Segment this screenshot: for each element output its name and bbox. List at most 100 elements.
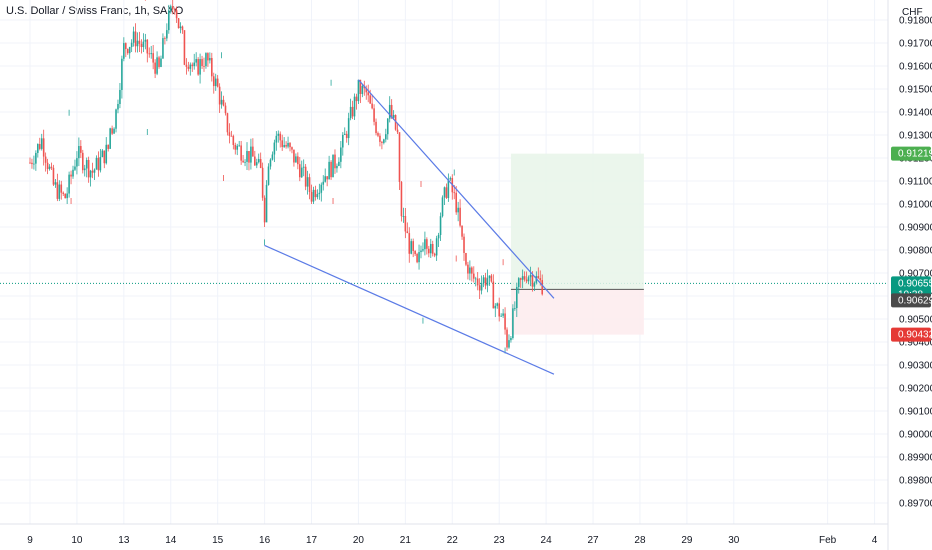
currency-label: CHF <box>902 7 923 18</box>
candle-body <box>169 6 172 11</box>
candle-body <box>471 267 473 274</box>
candle-body <box>142 41 145 48</box>
time-tick-label: 28 <box>634 535 646 546</box>
candle-body <box>162 38 164 59</box>
price-tick-label: 0.89900 <box>899 453 932 464</box>
candle-body <box>359 79 362 94</box>
target-price-badge-bg <box>891 146 931 161</box>
candle-body <box>252 146 254 157</box>
candle-body <box>504 313 506 330</box>
candle-body <box>212 76 215 87</box>
time-axis[interactable]: 9 10 13 14 15 16 17 20 21 22 23 24 27 28 29 30 Feb 4 <box>27 535 878 546</box>
candle-body <box>345 133 348 139</box>
candle-body <box>428 248 430 254</box>
candle-body <box>347 118 350 139</box>
candle-body <box>353 96 356 117</box>
candle-body <box>93 169 96 173</box>
lower-trendline <box>264 244 555 375</box>
candle-body <box>355 96 358 102</box>
time-tick-label: 29 <box>681 535 693 546</box>
candle-body <box>406 231 409 234</box>
position-zones[interactable] <box>510 153 644 335</box>
entry-price-badge: 0.90629 <box>891 293 932 308</box>
price-tick-label: 0.91500 <box>899 85 932 96</box>
candle-body <box>336 165 338 169</box>
time-tick-label: 22 <box>447 535 459 546</box>
candle-body <box>66 193 68 199</box>
trendlines[interactable] <box>264 79 555 375</box>
price-tick-label: 0.91700 <box>899 39 932 50</box>
candle-body <box>232 136 235 145</box>
stop-price-badge: 0.90432 <box>891 327 932 342</box>
candle-body <box>500 315 502 317</box>
candle-body <box>85 159 88 169</box>
candle-body <box>435 238 438 256</box>
candle-body <box>297 156 299 165</box>
candles <box>29 0 544 354</box>
candle-body <box>211 57 213 77</box>
candle-body <box>193 62 196 67</box>
candle-body <box>463 236 465 253</box>
candle-body <box>371 103 373 109</box>
candle-body <box>255 162 258 166</box>
candle-body <box>439 216 442 235</box>
candle-body <box>525 279 528 282</box>
candle-body <box>373 108 375 122</box>
candle-body <box>58 184 61 199</box>
candle-body <box>62 192 65 194</box>
candle-body <box>537 276 540 279</box>
candle-body <box>185 64 188 67</box>
price-tick-label: 0.89800 <box>899 476 932 487</box>
candle-body <box>216 78 219 87</box>
candle-body <box>128 47 131 54</box>
candle-body <box>447 179 450 198</box>
price-tick-label: 0.91300 <box>899 131 932 142</box>
candle-body <box>228 132 231 136</box>
candle-body <box>420 250 422 253</box>
candle-body <box>539 278 542 281</box>
time-tick-label: 10 <box>71 535 83 546</box>
candle-body <box>134 31 137 47</box>
price-tick-label: 0.90100 <box>899 407 932 418</box>
candle-body <box>519 278 522 280</box>
candle-body <box>472 273 475 279</box>
candle-body <box>191 64 194 67</box>
time-tick-label: 16 <box>259 535 271 546</box>
candle-body <box>289 143 291 148</box>
candle-body <box>514 308 516 309</box>
price-tick-label: 0.90900 <box>899 223 932 234</box>
time-tick-label: 4 <box>872 535 878 546</box>
candle-body <box>541 280 544 295</box>
candle-body <box>330 161 332 178</box>
candle-body <box>508 340 510 348</box>
target-price-badge: 0.91219 <box>891 146 932 161</box>
candle-body <box>64 193 66 199</box>
candle-body <box>56 182 59 199</box>
candle-body <box>304 166 307 187</box>
candle-body <box>343 133 346 135</box>
candle-body <box>275 135 278 143</box>
candle-body <box>166 30 168 39</box>
candle-body <box>144 39 147 42</box>
candle-body <box>521 276 524 280</box>
candle-body <box>160 58 162 67</box>
stop-price-badge-bg <box>891 327 931 342</box>
time-tick-label: 27 <box>587 535 599 546</box>
candle-body <box>523 276 526 280</box>
candle-body <box>140 43 143 48</box>
candle-body <box>498 303 500 317</box>
price-tick-label: 0.91000 <box>899 200 932 211</box>
price-axis[interactable]: CHF 0.91800 0.91700 0.91600 0.91500 0.91400 0… <box>899 7 932 510</box>
candle-body <box>455 192 457 213</box>
candle-body <box>70 174 72 177</box>
candle-body <box>369 95 371 104</box>
candle-body <box>246 151 248 162</box>
candle-body <box>533 282 536 287</box>
candle-body <box>306 177 309 187</box>
time-tick-label: 30 <box>728 535 740 546</box>
candle-body <box>410 241 413 254</box>
candle-body <box>257 159 260 163</box>
candle-body <box>506 329 508 348</box>
